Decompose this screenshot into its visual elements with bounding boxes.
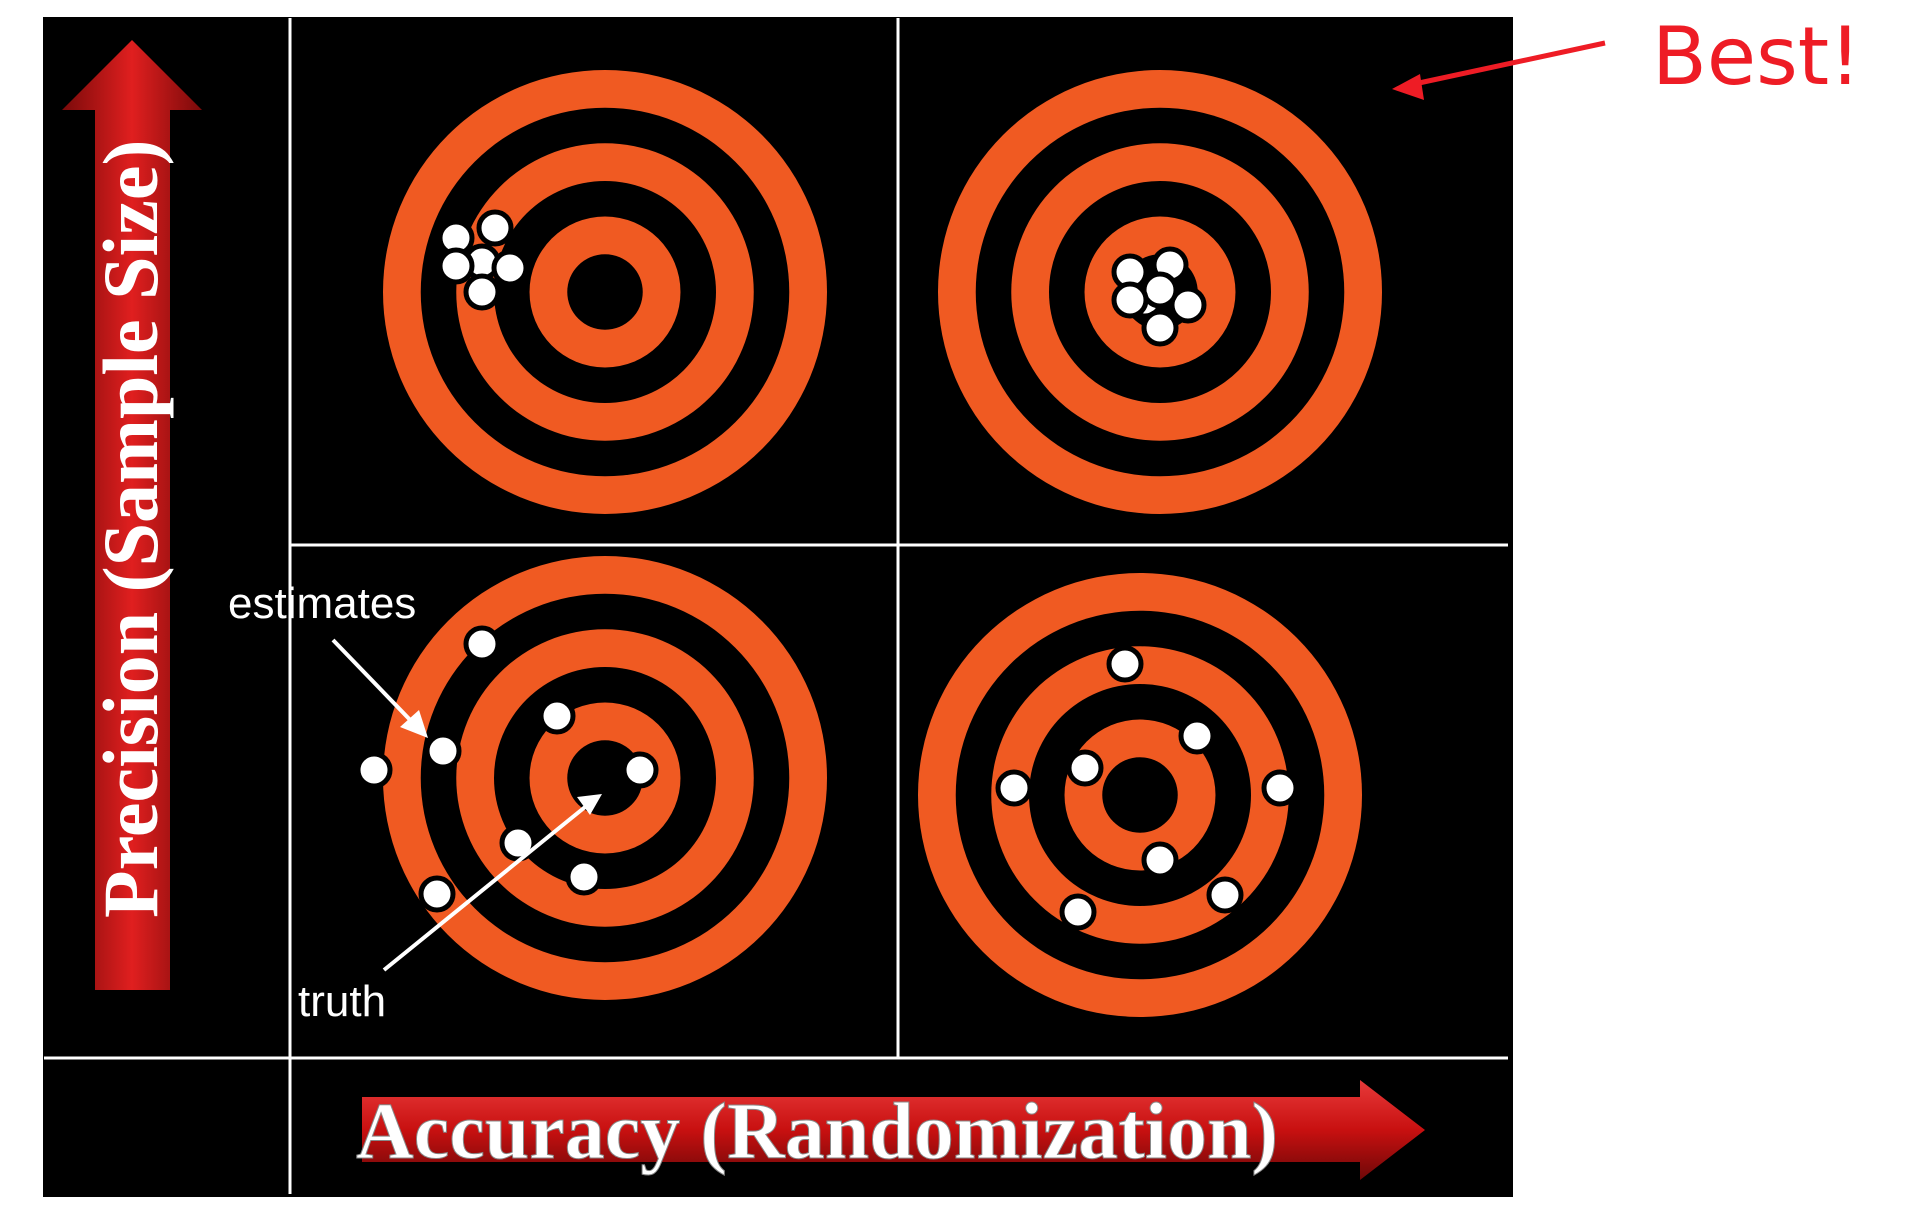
estimates-label: estimates — [228, 579, 416, 628]
estimate-dot — [355, 751, 393, 789]
estimate-dot — [1178, 717, 1216, 755]
estimate-dot — [538, 697, 576, 735]
targets-layer — [355, 70, 1382, 1017]
estimate-dot — [621, 751, 659, 789]
target-bottom-right — [918, 573, 1362, 1017]
estimate-dot — [491, 249, 529, 287]
estimate-dot — [424, 732, 462, 770]
estimate-dot — [463, 273, 501, 311]
estimate-dot — [1206, 876, 1244, 914]
estimate-dot — [1141, 841, 1179, 879]
estimate-dot — [565, 858, 603, 896]
target-bottom-left — [355, 556, 827, 1000]
estimates-annotation: estimates — [228, 579, 428, 738]
estimate-dot — [437, 247, 475, 285]
precision-arrow: Precision (Sample Size) — [62, 40, 202, 990]
estimate-dot — [995, 769, 1033, 807]
estimate-dot — [1141, 271, 1179, 309]
estimate-dot — [476, 209, 514, 247]
estimate-dot — [418, 875, 456, 913]
estimate-dot — [1169, 286, 1207, 324]
truth-label: truth — [298, 977, 386, 1026]
target-ring — [1102, 757, 1178, 833]
estimate-dot — [1141, 309, 1179, 347]
estimate-dot — [1111, 281, 1149, 319]
estimate-dot — [1059, 893, 1097, 931]
target-top-right — [938, 70, 1382, 514]
estimate-dot — [463, 625, 501, 663]
target-top-left — [383, 70, 827, 514]
best-label: Best! — [1652, 10, 1862, 103]
truth-annotation: truth — [298, 794, 602, 1026]
target-ring — [567, 254, 643, 330]
best-arrow — [1392, 40, 1606, 100]
estimate-dot — [1066, 749, 1104, 787]
estimate-dot — [1261, 769, 1299, 807]
grid-lines — [44, 18, 1508, 1194]
estimate-dot — [1106, 645, 1144, 683]
y-axis-label: Precision (Sample Size) — [87, 140, 174, 918]
accuracy-arrow: Accuracy (Randomization) — [356, 1080, 1425, 1180]
x-axis-label: Accuracy (Randomization) — [356, 1088, 1278, 1176]
